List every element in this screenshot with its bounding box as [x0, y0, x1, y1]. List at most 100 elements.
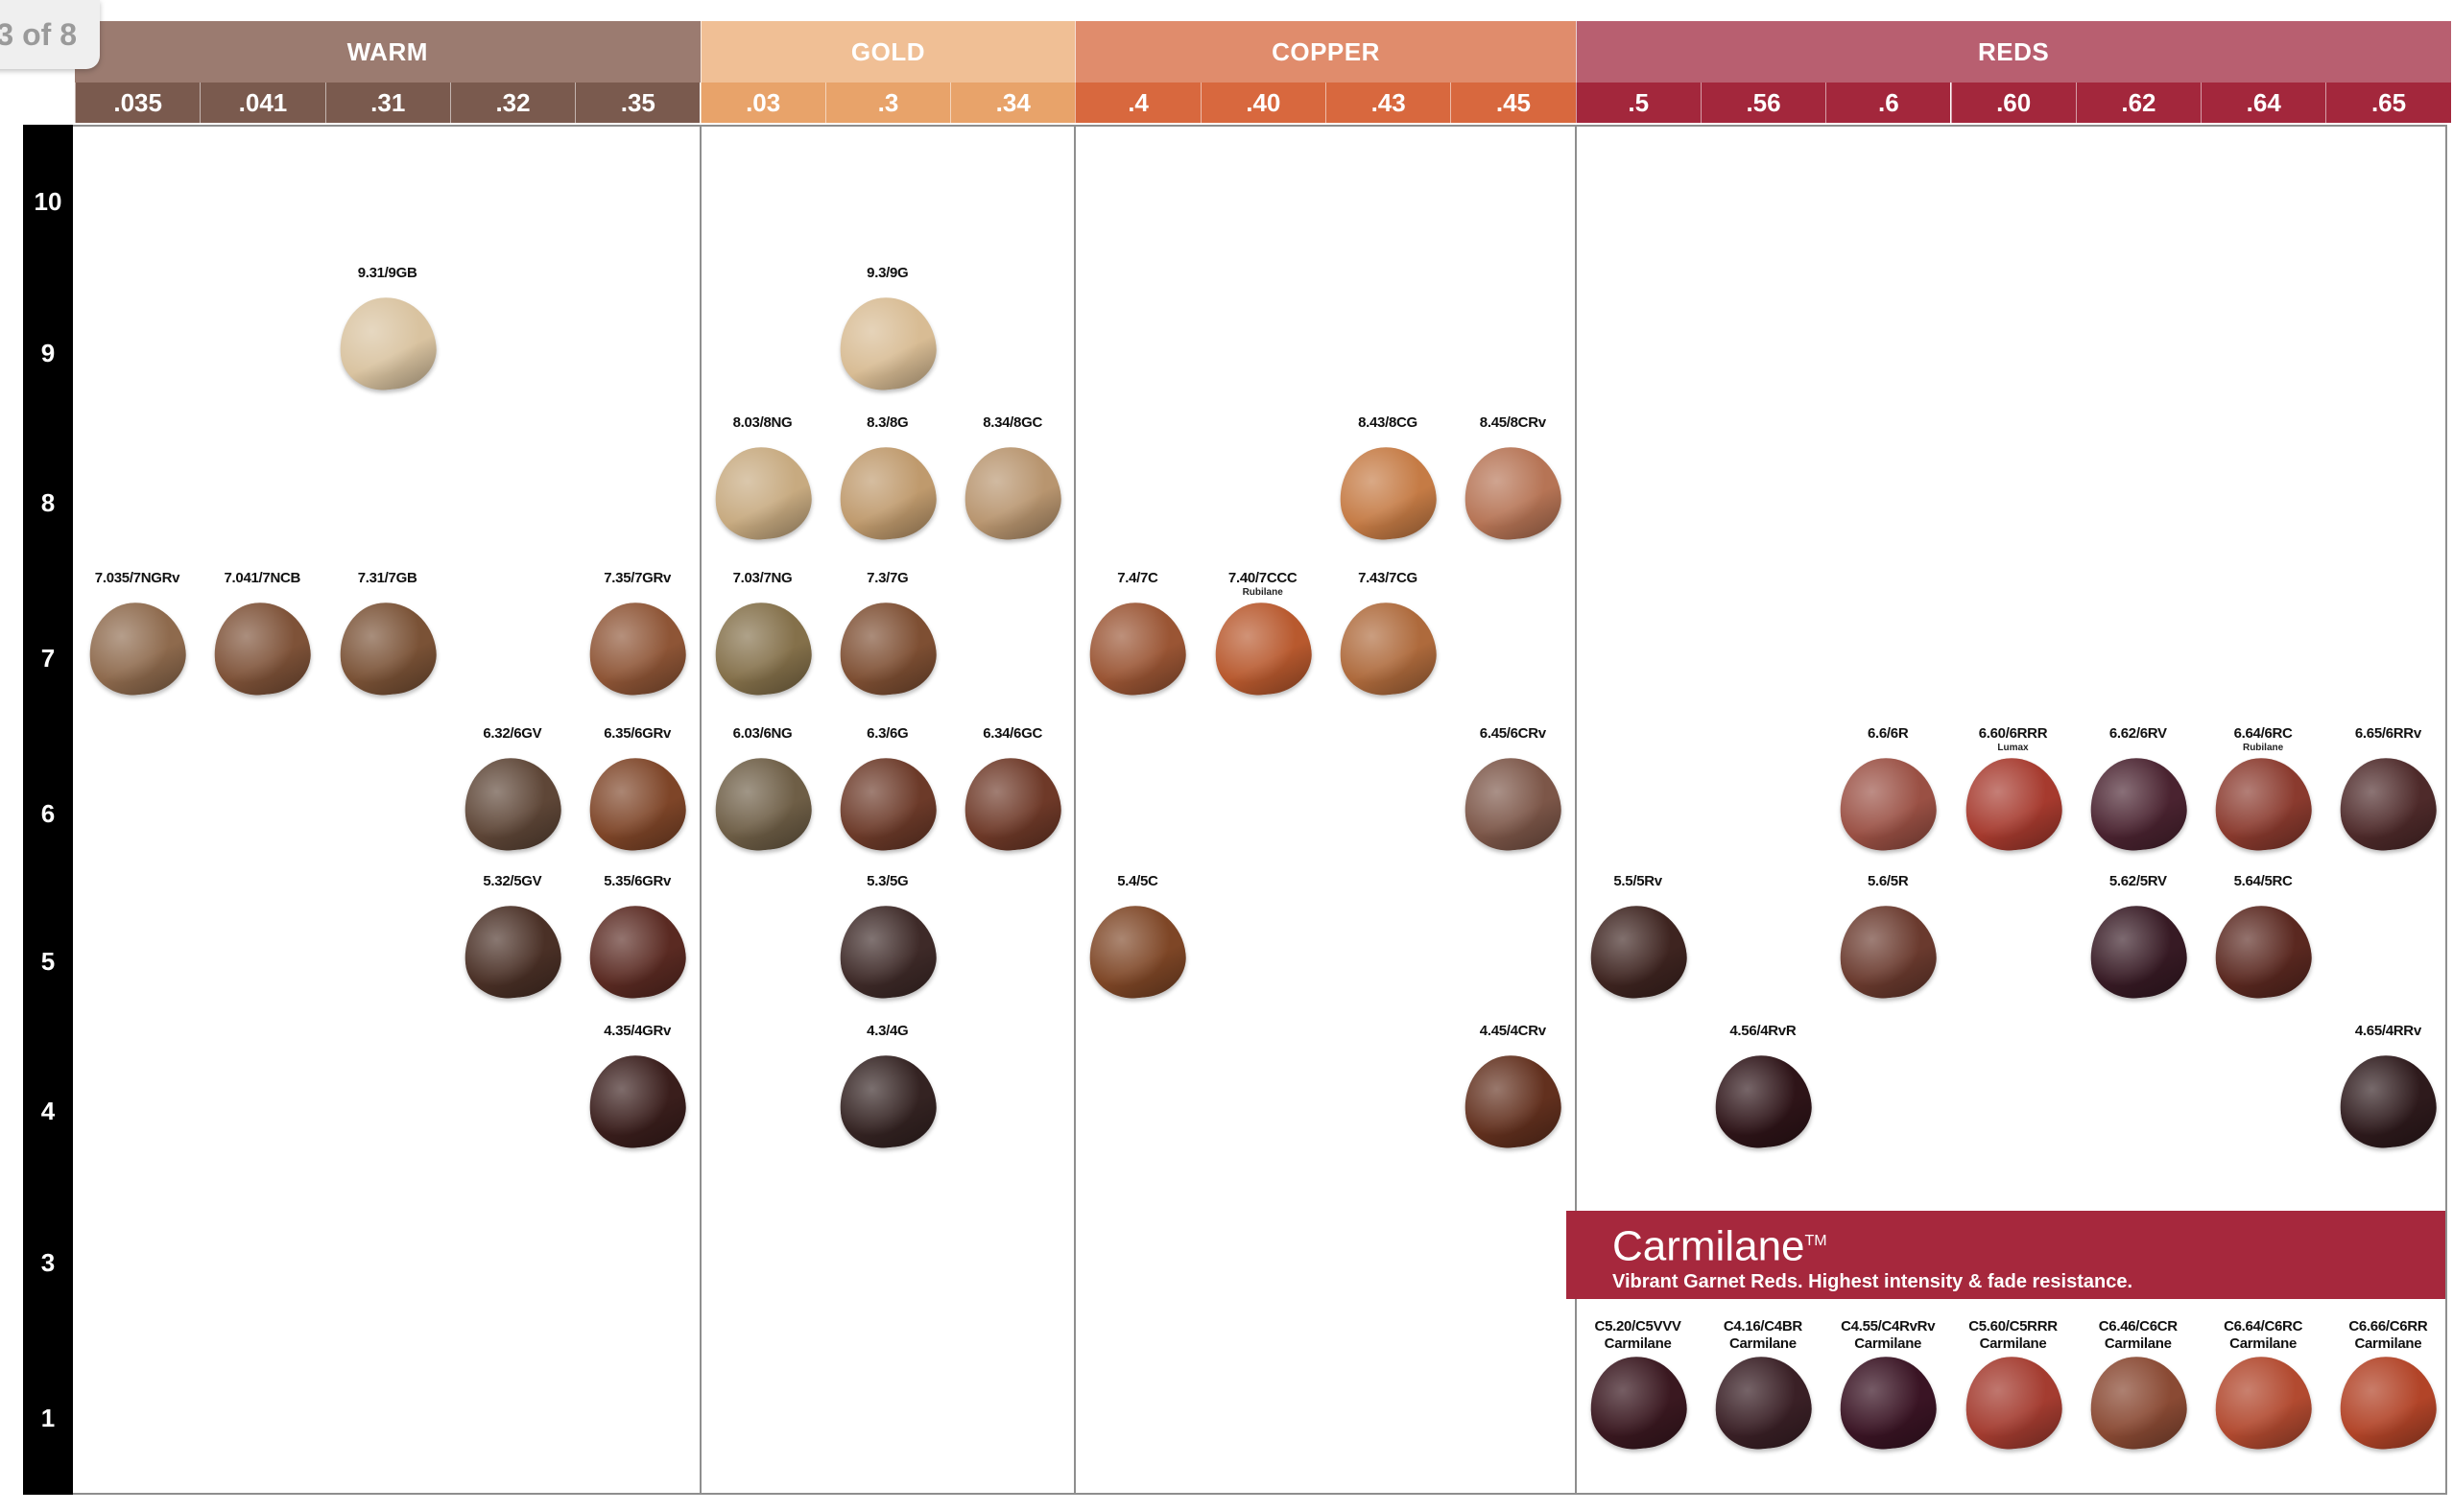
shade-swatch-card[interactable]: 6.64/6RC Rubilane — [2201, 725, 2325, 855]
shade-swatch-card[interactable]: 7.035/7NGRv — [75, 570, 200, 699]
shade-swatch-card[interactable]: 5.35/6GRv — [575, 873, 700, 1003]
hair-swatch — [460, 901, 565, 1003]
shade-swatch-card[interactable]: 7.041/7NCB — [200, 570, 324, 699]
shade-swatch-card[interactable]: 6.35/6GRv — [575, 725, 700, 855]
shade-swatch-card[interactable]: 6.03/6NG — [701, 725, 825, 855]
shade-line-name — [325, 587, 450, 599]
shade-swatch-card[interactable]: 4.45/4CRv — [1450, 1023, 1575, 1152]
shade-swatch-card[interactable]: 6.65/6RRv — [2325, 725, 2450, 855]
trademark-mark: TM — [1804, 1233, 1827, 1249]
carmilane-swatch-card[interactable]: C6.64/C6RC Carmilane — [2201, 1318, 2325, 1453]
shade-code: 7.35/7GRv — [604, 570, 672, 586]
shade-swatch-card[interactable]: 5.64/5RC — [2201, 873, 2325, 1003]
carmilane-swatch-card[interactable]: C6.46/C6CR Carmilane — [2076, 1318, 2201, 1453]
shade-swatch-card[interactable]: 5.62/5RV — [2076, 873, 2201, 1003]
shade-swatch-card[interactable]: 9.3/9G — [825, 265, 950, 394]
hair-swatch — [709, 598, 816, 699]
shade-swatch-card[interactable]: 7.03/7NG — [701, 570, 825, 699]
carmilane-swatch-card[interactable]: C4.55/C4RvRv Carmilane — [1825, 1318, 1950, 1453]
grid-frame — [73, 125, 2447, 1495]
shade-swatch-card[interactable]: 9.31/9GB — [325, 265, 450, 394]
shade-swatch-card[interactable]: 8.03/8NG — [701, 414, 825, 544]
shade-swatch-card[interactable]: 7.4/7C — [1075, 570, 1200, 699]
shade-line-name — [825, 890, 950, 902]
page-indicator-text: 3 of 8 — [0, 16, 77, 52]
hair-swatch — [1084, 901, 1191, 1003]
tone-header: .62 — [2075, 83, 2202, 123]
shade-code: 6.3/6G — [867, 725, 909, 742]
level-label: 5 — [40, 947, 56, 976]
shade-swatch-card[interactable]: 5.32/5GV — [450, 873, 575, 1003]
shade-swatch-card[interactable]: 7.35/7GRv — [575, 570, 700, 699]
hair-swatch — [709, 753, 816, 855]
shade-swatch-card[interactable]: 4.3/4G — [825, 1023, 950, 1152]
carmilane-swatch-card[interactable]: C5.20/C5VVV Carmilane — [1576, 1318, 1701, 1453]
shade-swatch-card[interactable]: 6.60/6RRR Lumax — [1951, 725, 2076, 855]
shade-swatch-card[interactable]: 6.45/6CRv — [1450, 725, 1575, 855]
carmilane-swatch-card[interactable]: C5.60/C5RRR Carmilane — [1951, 1318, 2076, 1453]
group-header-gold: GOLD — [700, 21, 1076, 83]
shade-line-name — [825, 743, 950, 754]
shade-swatch-card[interactable]: 8.45/8CRv — [1450, 414, 1575, 544]
tone-header: .56 — [1700, 83, 1826, 123]
hair-swatch — [1209, 598, 1316, 699]
shade-code: 7.31/7GB — [357, 570, 417, 586]
carmilane-title-text: Carmilane — [1612, 1222, 1805, 1270]
hair-swatch — [960, 442, 1065, 544]
shade-swatch-card[interactable]: 7.31/7GB — [325, 570, 450, 699]
shade-swatch-card[interactable]: 7.40/7CCC Rubilane — [1201, 570, 1325, 699]
shade-code: 6.35/6GRv — [604, 725, 672, 742]
shade-swatch-card[interactable]: 6.6/6R — [1825, 725, 1950, 855]
carmilane-shade-code: C6.64/C6RC — [2224, 1318, 2303, 1335]
shade-swatch-card[interactable]: 5.6/5R — [1825, 873, 1950, 1003]
carmilane-swatch-card[interactable]: C4.16/C4BR Carmilane — [1701, 1318, 1825, 1453]
hair-swatch — [334, 293, 441, 394]
shade-swatch-card[interactable]: 4.35/4GRv — [575, 1023, 700, 1152]
carmilane-line-name: Carmilane — [1728, 1335, 1797, 1352]
shade-swatch-card[interactable]: 6.34/6GC — [950, 725, 1075, 855]
shade-swatch-card[interactable]: 5.3/5G — [825, 873, 950, 1003]
tone-header: .64 — [2201, 83, 2326, 123]
shade-swatch-card[interactable]: 8.34/8GC — [950, 414, 1075, 544]
shade-swatch-card[interactable]: 4.56/4RvR — [1701, 1023, 1825, 1152]
shade-swatch-card[interactable]: 5.5/5Rv — [1576, 873, 1701, 1003]
hair-swatch — [1835, 901, 1941, 1003]
shade-line-name — [1450, 743, 1575, 754]
hair-swatch — [584, 753, 690, 855]
shade-line-name — [701, 743, 825, 754]
hair-swatch — [1710, 1051, 1816, 1152]
hair-swatch — [584, 1051, 690, 1152]
shade-code: 4.35/4GRv — [604, 1023, 672, 1039]
carmilane-shade-code: C4.55/C4RvRv — [1841, 1318, 1936, 1335]
shade-swatch-card[interactable]: 7.43/7CG — [1325, 570, 1450, 699]
shade-line-name — [2076, 743, 2201, 754]
carmilane-shade-code: C4.16/C4BR — [1723, 1318, 1802, 1335]
level-label: 3 — [40, 1248, 56, 1277]
shade-code: 8.3/8G — [867, 414, 909, 431]
hair-swatch — [1460, 753, 1566, 855]
shade-swatch-card[interactable]: 8.3/8G — [825, 414, 950, 544]
shade-swatch-card[interactable]: 7.3/7G — [825, 570, 950, 699]
shade-swatch-card[interactable]: 6.32/6GV — [450, 725, 575, 855]
carmilane-line-name: Carmilane — [1854, 1335, 1922, 1352]
hair-swatch — [1460, 1051, 1566, 1152]
shade-swatch-card[interactable]: 6.62/6RV — [2076, 725, 2201, 855]
hair-swatch — [2335, 753, 2441, 855]
shade-code: 7.3/7G — [867, 570, 909, 586]
shade-code: 6.64/6RC — [2233, 725, 2293, 742]
shade-code: 8.45/8CRv — [1479, 414, 1546, 431]
tone-header: .43 — [1325, 83, 1451, 123]
shade-swatch-card[interactable]: 5.4/5C — [1075, 873, 1200, 1003]
carmilane-swatch-card[interactable]: C6.66/C6RR Carmilane — [2325, 1318, 2450, 1453]
shade-line-name — [1576, 890, 1701, 902]
carmilane-line-name: Carmilane — [2104, 1335, 2172, 1352]
shade-swatch-card[interactable]: 4.65/4RRv — [2325, 1023, 2450, 1152]
shade-line-name — [950, 743, 1075, 754]
shade-swatch-card[interactable]: 6.3/6G — [825, 725, 950, 855]
hair-swatch — [1710, 1352, 1816, 1453]
group-header-warm: WARM — [75, 21, 701, 83]
shade-line-name: Rubilane — [2242, 743, 2284, 753]
page-indicator-tab[interactable]: 3 of 8 — [0, 0, 100, 69]
hair-swatch — [709, 442, 816, 544]
shade-swatch-card[interactable]: 8.43/8CG — [1325, 414, 1450, 544]
